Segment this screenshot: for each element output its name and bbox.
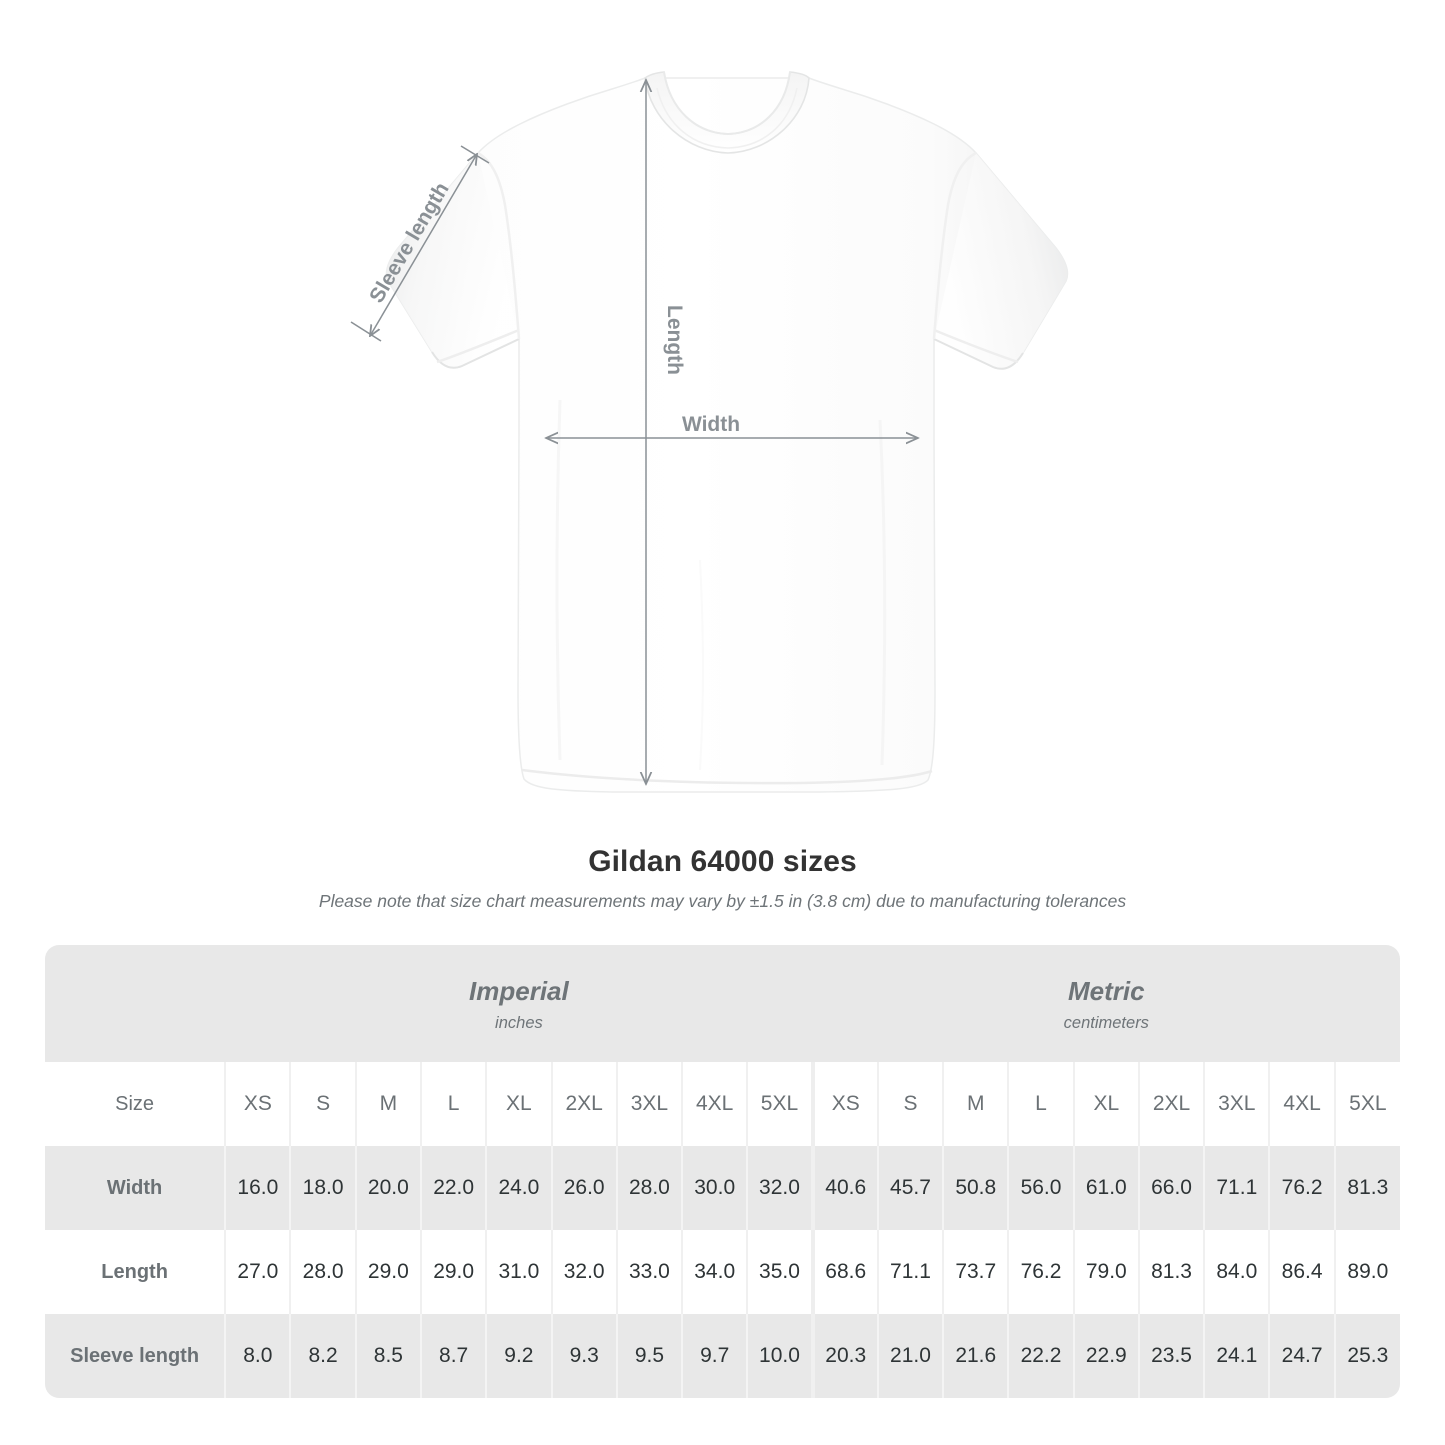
- size-header-imperial-3xl: 3XL: [615, 1062, 683, 1146]
- cell-width-metric-xl: 61.0: [1072, 1146, 1139, 1230]
- cell-length-metric-xs: 68.6: [810, 1230, 878, 1314]
- cell-sleeve-length-imperial-xl: 9.2: [485, 1314, 552, 1398]
- cell-width-imperial-m: 20.0: [354, 1146, 421, 1230]
- cell-width-metric-2xl: 66.0: [1137, 1146, 1205, 1230]
- cell-width-imperial-3xl: 28.0: [615, 1146, 683, 1230]
- size-header-metric-2xl: 2XL: [1137, 1062, 1205, 1146]
- cell-width-imperial-2xl: 26.0: [550, 1146, 617, 1230]
- cell-length-imperial-l: 29.0: [419, 1230, 487, 1314]
- tshirt-illustration: Sleeve length Length Width: [350, 71, 1069, 793]
- cell-length-imperial-xl: 31.0: [485, 1230, 552, 1314]
- row-label-length: Length: [45, 1230, 226, 1314]
- size-header-metric-s: S: [876, 1062, 944, 1146]
- cell-sleeve-length-metric-5xl: 25.3: [1333, 1314, 1400, 1398]
- size-header-label: Size: [45, 1062, 226, 1146]
- cell-sleeve-length-imperial-2xl: 9.3: [550, 1314, 617, 1398]
- cell-width-imperial-xs: 16.0: [224, 1146, 291, 1230]
- size-header-imperial-m: M: [354, 1062, 421, 1146]
- cell-sleeve-length-imperial-m: 8.5: [354, 1314, 421, 1398]
- table-row: Sleeve length 8.0 8.2 8.5 8.7 9.2 9.3 9.5 9.7 10.…: [45, 1314, 1400, 1398]
- cell-width-metric-l: 56.0: [1007, 1146, 1074, 1230]
- cell-width-metric-3xl: 71.1: [1203, 1146, 1270, 1230]
- cell-length-metric-5xl: 89.0: [1333, 1230, 1400, 1314]
- row-label-width: Width: [45, 1146, 226, 1230]
- size-header-imperial-s: S: [289, 1062, 356, 1146]
- cell-sleeve-length-metric-xl: 22.9: [1072, 1314, 1139, 1398]
- width-label: Width: [682, 413, 740, 436]
- size-header-metric-xl: XL: [1072, 1062, 1139, 1146]
- size-header-metric-m: M: [942, 1062, 1009, 1146]
- cell-length-metric-xl: 79.0: [1072, 1230, 1139, 1314]
- unit-sub: inches: [495, 1013, 543, 1032]
- cell-width-imperial-4xl: 30.0: [681, 1146, 748, 1230]
- size-header-imperial-2xl: 2XL: [550, 1062, 617, 1146]
- cell-length-imperial-xs: 27.0: [224, 1230, 291, 1314]
- size-table: Imperial inches Metric centimeters Size XS S M L…: [45, 945, 1400, 1398]
- cell-sleeve-length-imperial-l: 8.7: [419, 1314, 487, 1398]
- cell-length-metric-s: 71.1: [876, 1230, 944, 1314]
- cell-width-imperial-5xl: 32.0: [746, 1146, 813, 1230]
- cell-length-imperial-3xl: 33.0: [615, 1230, 683, 1314]
- cell-sleeve-length-imperial-xs: 8.0: [224, 1314, 291, 1398]
- size-header-metric-3xl: 3XL: [1203, 1062, 1270, 1146]
- table-row: Length 27.0 28.0 29.0 29.0 31.0 32.0 33.0 34.0 35…: [45, 1230, 1400, 1314]
- cell-sleeve-length-imperial-s: 8.2: [289, 1314, 356, 1398]
- cell-width-metric-4xl: 76.2: [1268, 1146, 1335, 1230]
- size-header-metric-xs: XS: [810, 1062, 878, 1146]
- cell-sleeve-length-metric-s: 21.0: [876, 1314, 944, 1398]
- size-header-imperial-xl: XL: [485, 1062, 552, 1146]
- cell-length-metric-4xl: 86.4: [1268, 1230, 1335, 1314]
- cell-length-imperial-4xl: 34.0: [681, 1230, 748, 1314]
- cell-width-metric-5xl: 81.3: [1333, 1146, 1400, 1230]
- size-header-imperial-5xl: 5XL: [746, 1062, 813, 1146]
- cell-width-imperial-l: 22.0: [419, 1146, 487, 1230]
- cell-sleeve-length-imperial-5xl: 10.0: [746, 1314, 813, 1398]
- cell-width-imperial-s: 18.0: [289, 1146, 356, 1230]
- size-header-imperial-4xl: 4XL: [681, 1062, 748, 1146]
- cell-sleeve-length-imperial-3xl: 9.5: [615, 1314, 683, 1398]
- cell-length-metric-m: 73.7: [942, 1230, 1009, 1314]
- cell-width-metric-s: 45.7: [876, 1146, 944, 1230]
- cell-length-metric-2xl: 81.3: [1137, 1230, 1205, 1314]
- size-header-metric-5xl: 5XL: [1333, 1062, 1400, 1146]
- size-header-imperial-xs: XS: [224, 1062, 291, 1146]
- size-table-wrapper: Imperial inches Metric centimeters Size XS S M L…: [45, 945, 1400, 1398]
- table-row: Width 16.0 18.0 20.0 22.0 24.0 26.0 28.0 30.0 32.…: [45, 1146, 1400, 1230]
- unit-cell-metric: Metric centimeters: [812, 945, 1400, 1062]
- length-label: Length: [663, 305, 686, 375]
- size-header-metric-l: L: [1007, 1062, 1074, 1146]
- unit-name: Metric: [1068, 975, 1145, 1006]
- cell-length-imperial-s: 28.0: [289, 1230, 356, 1314]
- cell-sleeve-length-metric-l: 22.2: [1007, 1314, 1074, 1398]
- cell-width-metric-xs: 40.6: [810, 1146, 878, 1230]
- size-header-imperial-l: L: [419, 1062, 487, 1146]
- cell-sleeve-length-metric-3xl: 24.1: [1203, 1314, 1270, 1398]
- unit-banner-spacer: [45, 945, 226, 1062]
- unit-name: Imperial: [469, 975, 569, 1006]
- size-header-row: Size XS S M L XL 2XL 3XL 4XL 5XL XS S M L XL 2XL 3XL 4XL 5…: [45, 1062, 1400, 1146]
- cell-sleeve-length-metric-4xl: 24.7: [1268, 1314, 1335, 1398]
- cell-sleeve-length-metric-m: 21.6: [942, 1314, 1009, 1398]
- cell-sleeve-length-metric-xs: 20.3: [810, 1314, 878, 1398]
- tolerance-note: Please note that size chart measurements…: [318, 891, 1127, 911]
- cell-length-imperial-2xl: 32.0: [550, 1230, 617, 1314]
- cell-sleeve-length-imperial-4xl: 9.7: [681, 1314, 748, 1398]
- chart-heading-block: Gildan 64000 sizes Please note that size…: [0, 843, 1445, 913]
- unit-cell-imperial: Imperial inches: [225, 945, 813, 1062]
- tshirt-diagram: Sleeve length Length Width: [350, 71, 1069, 793]
- cell-sleeve-length-metric-2xl: 23.5: [1137, 1314, 1205, 1398]
- cell-length-imperial-5xl: 35.0: [746, 1230, 813, 1314]
- cell-length-metric-l: 76.2: [1007, 1230, 1074, 1314]
- cell-length-metric-3xl: 84.0: [1203, 1230, 1270, 1314]
- cell-width-imperial-xl: 24.0: [485, 1146, 552, 1230]
- unit-sub: centimeters: [1063, 1013, 1149, 1032]
- cell-length-imperial-m: 29.0: [354, 1230, 421, 1314]
- size-header-metric-4xl: 4XL: [1268, 1062, 1335, 1146]
- unit-banner-row: Imperial inches Metric centimeters: [45, 945, 1400, 1062]
- cell-width-metric-m: 50.8: [942, 1146, 1009, 1230]
- row-label-sleeve-length: Sleeve length: [45, 1314, 226, 1398]
- page-title: Gildan 64000 sizes: [588, 845, 857, 878]
- width-measure: Width: [546, 413, 918, 438]
